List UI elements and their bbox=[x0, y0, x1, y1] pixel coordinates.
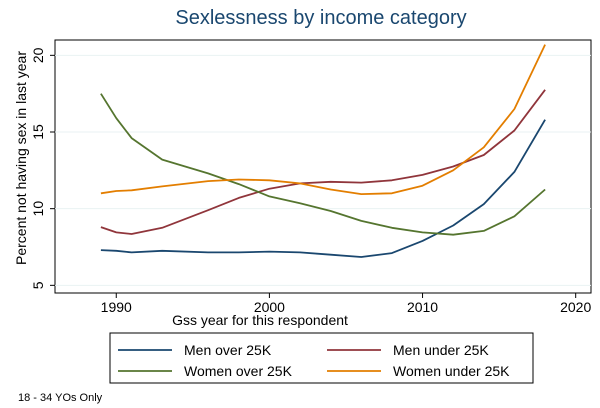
legend-label: Men over 25K bbox=[184, 342, 272, 358]
y-axis: 5 10 15 20 bbox=[30, 47, 55, 289]
series-line-men-under-25k bbox=[100, 89, 546, 235]
y-axis-title: Percent not having sex in last year bbox=[13, 51, 29, 265]
series-line-women-over-25k bbox=[100, 93, 546, 236]
plot-area bbox=[54, 39, 592, 294]
x-tick-label: 1990 bbox=[101, 299, 132, 315]
series-line-men-over-25k bbox=[100, 119, 546, 258]
x-axis: 1990 2000 2010 2020 bbox=[101, 293, 591, 315]
series-line-women-under-25k bbox=[100, 44, 546, 196]
x-tick-label: 2010 bbox=[407, 299, 438, 315]
y-tick-label: 10 bbox=[30, 201, 46, 217]
x-axis-title: Gss year for this respondent bbox=[172, 312, 348, 328]
chart-note: 18 - 34 YOs Only bbox=[18, 392, 103, 404]
legend-label: Women over 25K bbox=[184, 363, 293, 379]
legend-label: Women under 25K bbox=[393, 363, 510, 379]
x-tick-label: 2020 bbox=[560, 299, 591, 315]
series-lines bbox=[100, 44, 546, 258]
y-tick-label: 5 bbox=[30, 281, 46, 289]
legend: Men over 25K Men under 25K Women over 25K W… bbox=[109, 332, 534, 384]
legend-label: Men under 25K bbox=[393, 342, 489, 358]
legend-box bbox=[109, 332, 534, 384]
y-tick-label: 15 bbox=[30, 124, 46, 140]
chart-title: Sexlessness by income category bbox=[175, 7, 466, 29]
y-tick-label: 20 bbox=[30, 47, 46, 63]
x-tick-label: 2000 bbox=[254, 299, 285, 315]
